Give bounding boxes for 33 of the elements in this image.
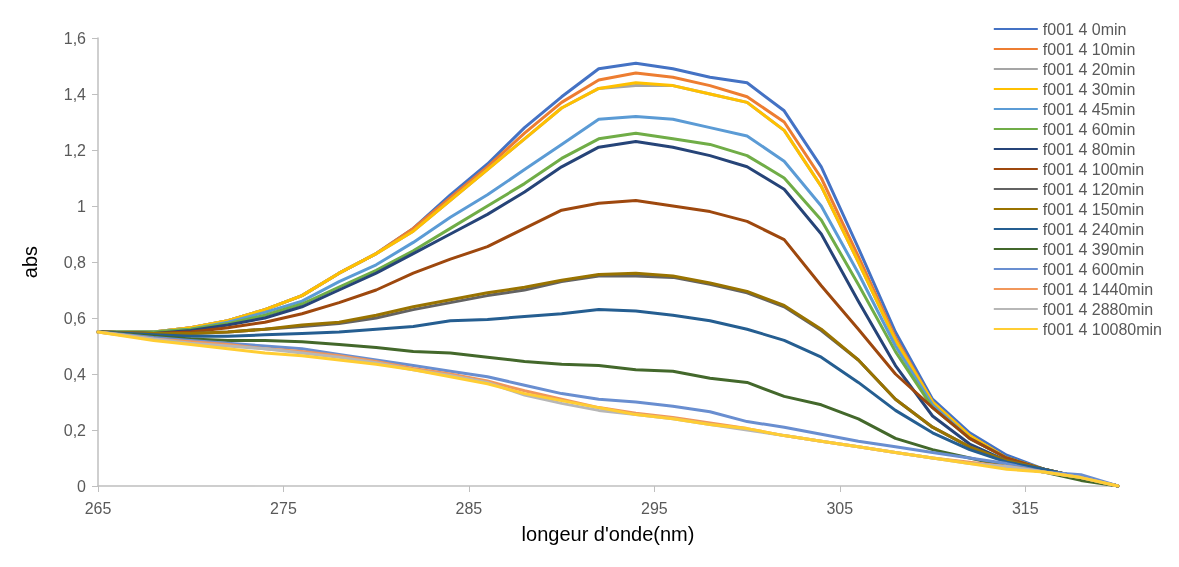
y-tick-label: 1,6	[63, 29, 87, 47]
legend-label: f001 4 45min	[1042, 100, 1136, 118]
y-tick-label: 1	[77, 197, 87, 215]
x-tick-label: 305	[826, 499, 854, 517]
legend-label: f001 4 60min	[1042, 120, 1136, 138]
legend-label: f001 4 30min	[1042, 80, 1136, 98]
x-tick-label: 295	[641, 499, 668, 517]
legend-label: f001 4 100min	[1042, 160, 1145, 178]
legend-label: f001 4 20min	[1042, 60, 1136, 78]
x-tick-label: 265	[84, 499, 112, 517]
x-tick-label: 285	[455, 499, 483, 517]
legend-label: f001 4 390min	[1042, 240, 1145, 258]
legend-label: f001 4 1440min	[1042, 280, 1154, 298]
x-tick-label: 315	[1011, 499, 1039, 517]
x-axis-title: longeur d'onde(nm)	[521, 523, 695, 545]
y-tick-label: 1,4	[63, 85, 87, 103]
y-tick-label: 0	[77, 477, 87, 495]
legend-label: f001 4 0min	[1042, 20, 1127, 38]
legend-label: f001 4 10080min	[1042, 320, 1162, 338]
legend-label: f001 4 10min	[1042, 40, 1136, 58]
y-axis-title: abs	[19, 245, 41, 279]
y-tick-label: 0,4	[63, 365, 87, 383]
legend-label: f001 4 240min	[1042, 220, 1145, 238]
y-tick-label: 0,6	[63, 309, 87, 327]
legend-label: f001 4 600min	[1042, 260, 1145, 278]
x-tick-label: 275	[270, 499, 297, 517]
y-tick-label: 0,8	[63, 253, 87, 271]
y-tick-label: 1,2	[63, 141, 87, 159]
legend-label: f001 4 2880min	[1042, 300, 1154, 318]
y-tick-label: 0,2	[63, 421, 87, 439]
legend-label: f001 4 150min	[1042, 200, 1145, 218]
legend-label: f001 4 120min	[1042, 180, 1145, 198]
legend-label: f001 4 80min	[1042, 140, 1136, 158]
